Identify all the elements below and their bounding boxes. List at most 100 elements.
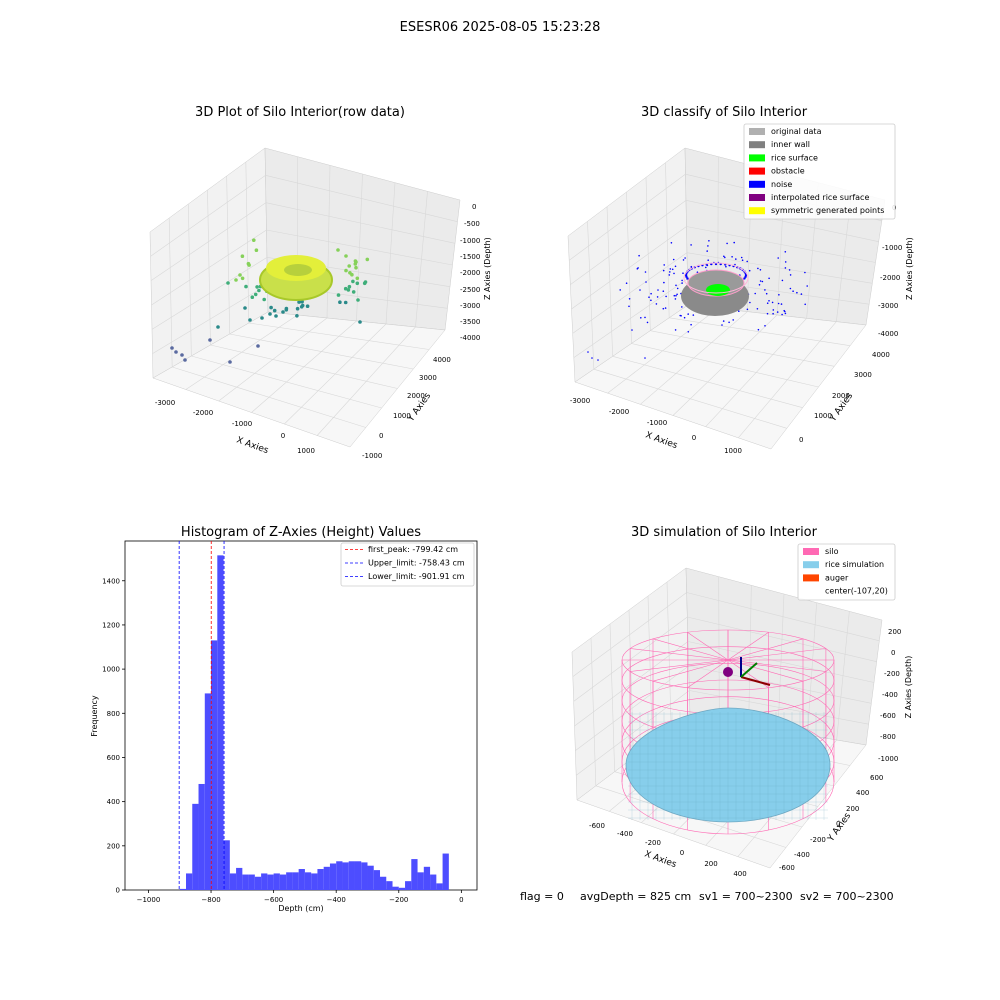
hist-bar [261, 873, 268, 890]
classify-noise-point [591, 357, 593, 359]
classify-noise-point [757, 328, 760, 331]
classify-ytick: 1000 [814, 412, 832, 420]
classify-noise-point [784, 267, 787, 269]
silo-spoke [630, 659, 729, 672]
classify-noise-point [644, 316, 646, 319]
classify-noise-point [690, 323, 692, 326]
hist-bar [411, 859, 418, 890]
classify-rice-top [687, 269, 745, 297]
classify-noise-point [756, 308, 759, 310]
classify-noise-point [673, 272, 675, 275]
classify-noise-point [788, 269, 791, 271]
hist-bar [317, 869, 324, 890]
classify-noise-point [655, 303, 658, 305]
sim-ztick: -800 [880, 733, 896, 741]
classify-noise-point [728, 321, 730, 324]
sim-zlabel: Z Axies (Depth) [904, 656, 913, 719]
sim-ztick: -400 [882, 691, 898, 699]
classify-legend-swatch [749, 194, 765, 201]
panel-simulation-3d: 3D simulation of Silo Interior -600 -400… [571, 525, 913, 878]
hist-xtick-label: −1000 [137, 896, 161, 904]
classify-noise-point [681, 279, 683, 282]
sim-ytick: -200 [810, 836, 826, 844]
gridline [152, 284, 268, 354]
classify-legend-swatch [749, 141, 765, 149]
classify-ytick: 3000 [854, 371, 872, 379]
raw-xtick: -3000 [155, 399, 175, 407]
classify-legend: original data inner wall rice surface obsta… [743, 123, 896, 220]
panel-classify-3d: 3D classify of Silo Interior -3000 -2000… [567, 105, 914, 455]
raw-point [351, 279, 355, 284]
hist-bar [254, 876, 262, 890]
sim-legend-swatch [803, 574, 819, 582]
hist-bar [217, 555, 224, 890]
raw-point [348, 271, 352, 275]
classify-noise-point [638, 254, 640, 257]
classify-legend-swatch [749, 128, 765, 135]
silo-spoke [727, 648, 826, 661]
classify-noise-point [746, 308, 749, 311]
classify-noise-point [682, 272, 684, 275]
classify-noise-point [674, 298, 677, 300]
hist-ytick-label: 1400 [102, 577, 120, 585]
raw-point [260, 316, 264, 320]
sim-legend-label: rice simulation [825, 560, 884, 569]
classify-zlabel: Z Axies (Depth) [905, 237, 914, 300]
classify-noise-point [792, 290, 794, 293]
silo-spoke [727, 659, 826, 672]
classify-legend-swatch [749, 167, 765, 175]
classify-noise-point [804, 271, 806, 274]
hist-bar [405, 881, 412, 890]
classify-noise-point [675, 284, 677, 287]
classify-noise-point [672, 258, 675, 261]
raw-point [336, 293, 341, 297]
raw-point [183, 358, 187, 362]
hist-ytick-label: 1000 [102, 666, 120, 674]
classify-noise-point [733, 241, 735, 244]
raw-ytick: 2000 [407, 392, 425, 400]
classify-noise-point [644, 357, 646, 359]
footer-sv2: sv2 = 700~2300 [800, 890, 894, 903]
classify-noise-point [657, 289, 659, 291]
raw-ztick: -1500 [460, 253, 480, 261]
sim-ytick: 200 [846, 805, 859, 813]
classify-wall-point [744, 275, 747, 278]
classify-noise-point [662, 307, 665, 310]
raw-point [174, 350, 178, 354]
raw-point [243, 306, 247, 310]
classify-noise-point [669, 271, 671, 273]
hist-bar [373, 870, 381, 890]
raw-point [274, 314, 278, 318]
sim-ztick: -600 [880, 712, 896, 720]
classify-noise-point [806, 285, 808, 287]
sim-xtick: 0 [680, 849, 684, 857]
gridline [573, 278, 688, 358]
classify-ytick: 2000 [832, 392, 850, 400]
classify-title: 3D classify of Silo Interior [641, 105, 808, 120]
classify-noise-point [800, 293, 803, 295]
classify-noise-point [687, 331, 690, 333]
classify-noise-point [690, 244, 692, 246]
classify-noise-point [772, 312, 774, 315]
raw-ztick: -500 [464, 220, 480, 228]
classify-noise-point [705, 266, 707, 269]
silo-spoke [687, 632, 729, 661]
classify-noise-point [796, 291, 798, 294]
classify-legend-swatch [749, 154, 765, 162]
sim-auger [723, 657, 771, 686]
hist-bar [398, 887, 406, 890]
classify-noise-point [707, 245, 709, 247]
classify-noise-point [707, 259, 709, 262]
classify-ztick: -4000 [878, 330, 898, 338]
hist-bar [436, 883, 443, 890]
hist-legend-frame [340, 542, 475, 587]
classify-noise-point [692, 314, 695, 316]
classify-noise-point [690, 265, 693, 268]
classify-noise-point [631, 329, 633, 331]
classify-noise-point [735, 258, 737, 260]
raw-point [248, 318, 252, 322]
footer-stats: flag = 0 avgDepth = 825 cm sv1 = 700~230… [520, 890, 894, 903]
classify-noise-point [662, 290, 665, 293]
classify-noise-point [722, 320, 725, 322]
classify-noise-point [738, 310, 740, 313]
